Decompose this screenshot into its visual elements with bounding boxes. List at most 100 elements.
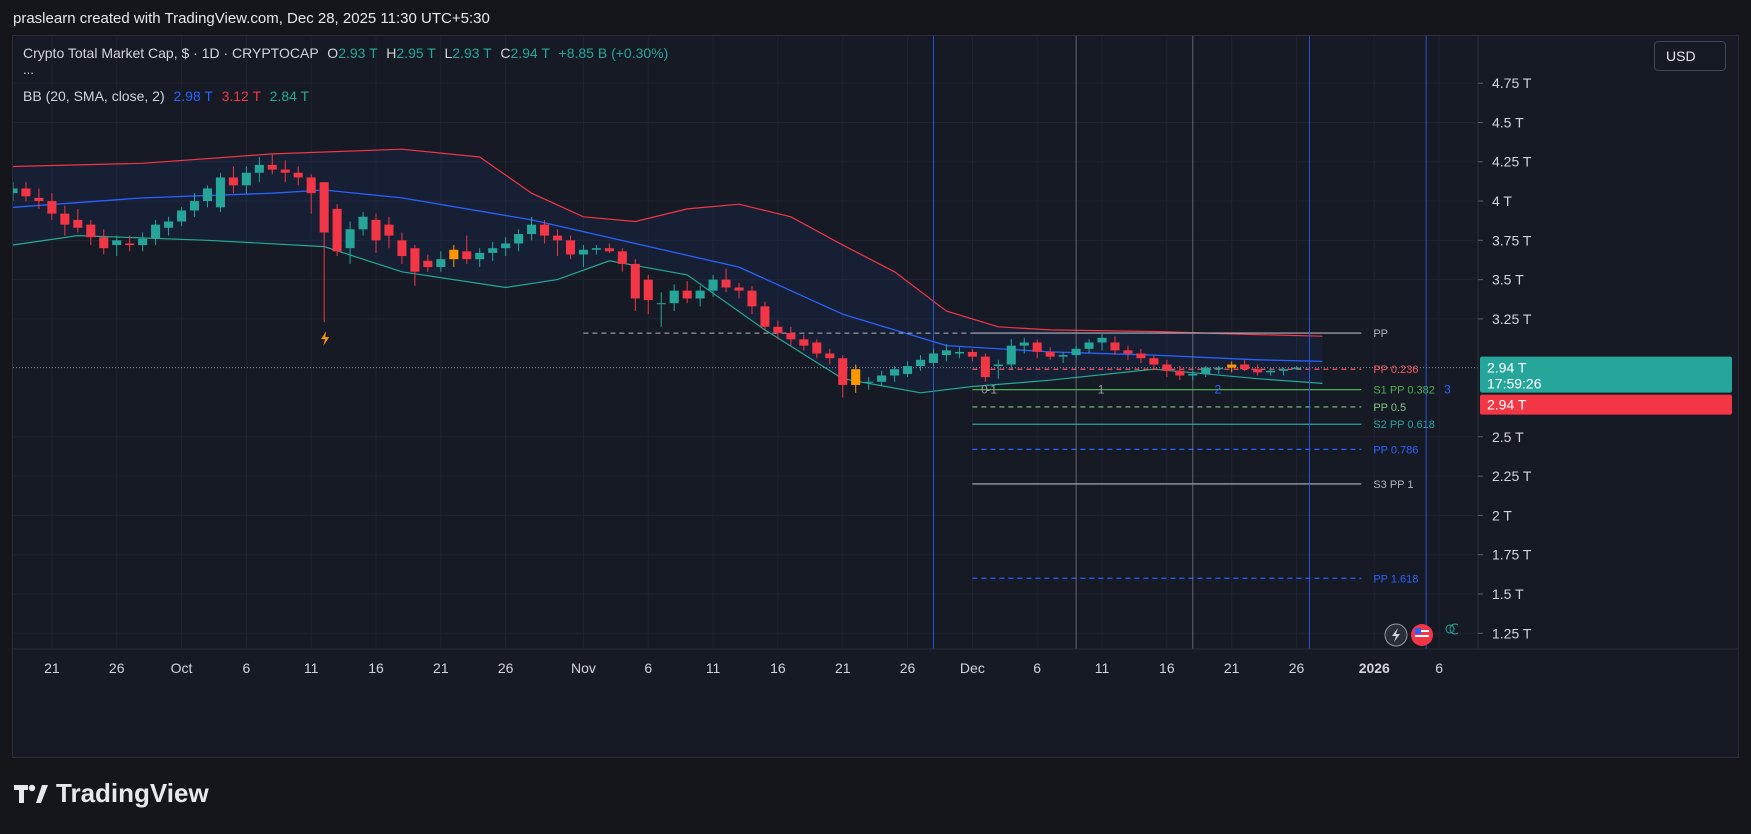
bollinger-upper-value: 3.12 T xyxy=(221,88,261,104)
candle-body xyxy=(565,240,576,255)
time-axis-label: 16 xyxy=(770,660,786,676)
chart-panel[interactable]: PP PP 0.236 S1 PP 0.382 PP 0.5 S2 PP 0.618 PP… xyxy=(12,35,1739,758)
symbol-legend[interactable]: Crypto Total Market Cap, $ · 1D · CRYPTO… xyxy=(23,45,668,61)
candle-body xyxy=(604,248,614,252)
last-price-badge xyxy=(1480,356,1732,393)
candle-body xyxy=(851,369,861,385)
period-marker-label: 0 xyxy=(981,383,988,397)
candle xyxy=(851,364,861,393)
price-axis-label: 3.5 T xyxy=(1492,272,1524,288)
candle xyxy=(306,174,316,214)
candle xyxy=(112,235,122,257)
candle xyxy=(125,235,135,252)
candle-body xyxy=(747,290,757,307)
candle xyxy=(1006,339,1016,370)
candle-body xyxy=(954,351,964,354)
currency-button[interactable]: USD xyxy=(1654,41,1726,71)
candle-body xyxy=(928,353,939,363)
candle xyxy=(915,355,926,371)
candle xyxy=(604,243,614,253)
candle-body xyxy=(552,235,563,241)
candle xyxy=(760,301,770,330)
candle xyxy=(1149,355,1159,370)
time-axis-label: 16 xyxy=(1159,660,1175,676)
bb-price-label: 2.94 T xyxy=(1480,394,1732,415)
candle-body xyxy=(280,169,290,173)
candle-body xyxy=(1019,342,1029,346)
candle xyxy=(1136,348,1146,363)
candle-body xyxy=(825,353,835,359)
candle xyxy=(215,172,225,213)
time-axis-label: 21 xyxy=(433,660,449,676)
candle xyxy=(228,166,238,194)
candle xyxy=(1058,351,1068,363)
candle-body xyxy=(345,229,355,249)
price-axis-label: 2.5 T xyxy=(1492,429,1524,445)
candle-body xyxy=(993,364,1003,367)
candle-body xyxy=(656,303,666,305)
bollinger-lower-line xyxy=(13,234,1323,394)
candle xyxy=(34,188,44,209)
candle-body xyxy=(514,234,524,244)
price-axis-label: 2.25 T xyxy=(1492,468,1532,484)
candle-body xyxy=(630,263,640,299)
symbol-name: Crypto Total Market Cap, $ · 1D · CRYPTO… xyxy=(23,45,319,61)
candle-body xyxy=(773,326,783,334)
candle xyxy=(786,326,796,346)
candle xyxy=(643,274,653,315)
candle xyxy=(1227,361,1237,373)
candle-body xyxy=(21,188,31,197)
price-axis-label: 1.5 T xyxy=(1492,586,1524,602)
candle-body xyxy=(877,375,887,382)
legend-more-button[interactable]: ... xyxy=(23,62,34,77)
countdown-timer: 17:59:26 xyxy=(1487,376,1542,392)
candle-body xyxy=(1278,369,1289,371)
candle xyxy=(410,245,420,286)
open-label: O xyxy=(327,45,339,61)
candle xyxy=(13,182,18,202)
bollinger-legend[interactable]: BB (20, SMA, close, 2) 2.98 T 3.12 T 2.8… xyxy=(23,88,309,104)
candle xyxy=(578,245,588,268)
candle-body xyxy=(397,240,407,257)
candle xyxy=(86,219,96,246)
candle xyxy=(319,182,329,323)
pivot-level-label: PP 0.786 xyxy=(1373,444,1418,456)
candle-body xyxy=(462,251,472,260)
candle-body xyxy=(189,201,200,211)
candle xyxy=(799,334,809,351)
candle-body xyxy=(449,249,459,260)
candle xyxy=(721,268,731,293)
candle xyxy=(1110,336,1120,356)
candle-body xyxy=(1097,337,1107,343)
time-axis-label: 6 xyxy=(242,660,250,676)
candle xyxy=(708,274,718,297)
candle xyxy=(747,285,757,315)
candle xyxy=(397,232,407,264)
time-axis-label: Dec xyxy=(960,660,985,676)
candle xyxy=(877,370,887,387)
candle xyxy=(890,366,900,382)
candle xyxy=(967,348,977,362)
candle xyxy=(1253,364,1263,376)
time-axis-label: 11 xyxy=(706,660,721,676)
time-axis-label: 11 xyxy=(1095,660,1110,676)
candle xyxy=(1097,333,1107,351)
price-axis-label: 3.25 T xyxy=(1492,311,1532,327)
candle-body xyxy=(1240,364,1250,370)
price-axis-label: 4 T xyxy=(1492,193,1512,209)
time-axis-label: Nov xyxy=(571,660,596,676)
bollinger-upper-line xyxy=(13,148,1323,337)
candle-body xyxy=(1110,342,1120,351)
price-chart[interactable]: PP PP 0.236 S1 PP 0.382 PP 0.5 S2 PP 0.618 PP… xyxy=(13,36,1739,758)
bb-price-badge xyxy=(1480,394,1732,415)
candle-body xyxy=(682,290,692,299)
candle-body xyxy=(1227,364,1237,368)
time-axis-label: 21 xyxy=(1224,660,1240,676)
candle-body xyxy=(47,201,57,214)
pivot-level-label: S2 PP 0.618 xyxy=(1373,419,1435,431)
candle xyxy=(138,232,148,252)
bollinger-lower-value: 2.84 T xyxy=(269,88,310,104)
pivot-level-label: S3 PP 1 xyxy=(1373,479,1413,491)
candle xyxy=(773,320,783,340)
candle-body xyxy=(915,359,926,367)
